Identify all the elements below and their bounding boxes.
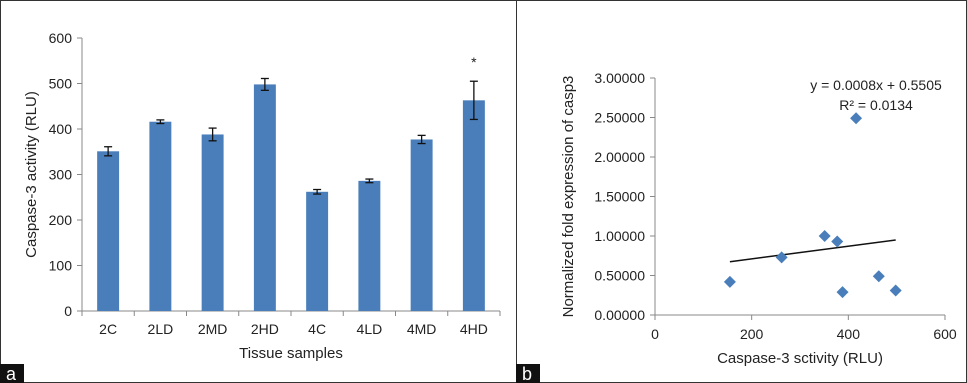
scatter-point	[836, 286, 849, 299]
scatter-point	[818, 230, 831, 242]
y-tick-label: 3.00000	[594, 70, 645, 86]
scatter-point	[889, 284, 902, 297]
significance-marker: *	[471, 54, 477, 70]
bar	[97, 151, 120, 311]
panel-a-bar-chart: 0 100 200 300 400 500 600 2C 2LD 2MD 2HD 4C 4LD 4MD 4H…	[23, 30, 501, 362]
bar	[306, 191, 329, 311]
bar	[410, 139, 433, 311]
y-tick-label: 200	[49, 212, 73, 228]
y-tick-label: 300	[49, 167, 73, 183]
y-axis-title: Normalized fold expression of casp3	[560, 76, 577, 318]
panel-b-scatter-chart: 0.00000 0.50000 1.00000 1.50000 2.00000 2.500…	[560, 70, 957, 367]
y-tick-label: 0	[64, 303, 72, 319]
bar	[149, 121, 172, 311]
bar	[358, 180, 381, 311]
y-tick-label: 2.00000	[594, 149, 645, 165]
panel-a-letter-box	[0, 364, 24, 383]
y-tick-label: 400	[49, 121, 73, 137]
x-tick-label: 2HD	[251, 321, 279, 337]
y-tick-label: 100	[49, 258, 73, 274]
bar	[201, 134, 224, 311]
trendline-equation: y = 0.0008x + 0.5505	[810, 77, 942, 93]
y-tick-label: 600	[49, 30, 73, 46]
x-tick-label: 0	[651, 326, 659, 342]
y-tick-label: 0.50000	[594, 268, 645, 284]
x-axis-title: Caspase-3 sctivity (RLU)	[717, 350, 883, 367]
y-tick-label: 1.50000	[594, 189, 645, 205]
scatter-point	[831, 235, 844, 248]
y-tick-label: 500	[49, 76, 73, 92]
y-axis-title: Caspase-3 activity (RLU)	[23, 91, 40, 258]
x-axis-title: Tissue samples	[239, 345, 343, 362]
x-tick-label: 4HD	[460, 321, 488, 337]
x-tick-label: 200	[740, 326, 764, 342]
bar	[253, 84, 276, 311]
x-tick-label: 4LD	[357, 321, 383, 337]
x-tick-label: 2C	[99, 321, 117, 337]
y-tick-label: 0.00000	[594, 307, 645, 323]
x-tick-label: 4MD	[407, 321, 437, 337]
trendline	[729, 239, 896, 263]
scatter-point	[872, 270, 885, 283]
bar	[462, 100, 485, 312]
x-tick-label: 4C	[308, 321, 326, 337]
panel-b-letter-box	[516, 364, 540, 383]
scatter-point	[850, 112, 863, 125]
x-tick-label: 2MD	[198, 321, 228, 337]
y-tick-label: 2.50000	[594, 110, 645, 126]
x-tick-label: 400	[837, 326, 861, 342]
panel-b-letter: b	[522, 364, 532, 383]
scatter-point	[723, 275, 736, 288]
x-tick-label: 2LD	[148, 321, 174, 337]
scatter-point	[775, 251, 788, 264]
panel-a-letter: a	[6, 364, 17, 383]
y-tick-label: 1.00000	[594, 228, 645, 244]
r-squared-label: R² = 0.0134	[839, 97, 913, 113]
x-tick-label: 600	[933, 326, 957, 342]
